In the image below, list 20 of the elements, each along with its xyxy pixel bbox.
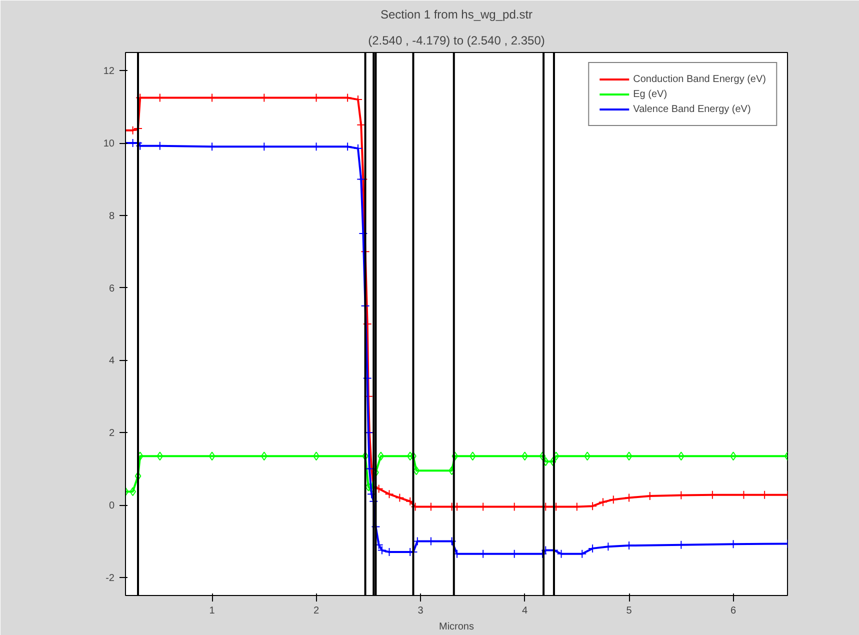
x-axis-title: Microns xyxy=(439,622,474,632)
chart-title: Section 1 from hs_wg_pd.str xyxy=(380,8,533,22)
y-tick-label: 0 xyxy=(108,500,115,512)
chart-subtitle: (2.540 , -4.179) to (2.540 , 2.350) xyxy=(368,34,545,48)
x-tick-label: 5 xyxy=(626,606,632,616)
x-tick-label: 2 xyxy=(314,606,320,616)
x-tick-label: 3 xyxy=(418,606,424,616)
legend-label: Conduction Band Energy (eV) xyxy=(633,74,766,84)
y-tick-label: -2 xyxy=(106,572,115,584)
y-tick-label: 4 xyxy=(108,356,115,367)
x-tick-label: 1 xyxy=(209,606,216,616)
y-tick-label: 12 xyxy=(103,66,115,78)
y-tick-label: 6 xyxy=(108,283,115,294)
x-tick-label: 6 xyxy=(730,606,737,616)
legend-label: Valence Band Energy (eV) xyxy=(633,104,751,114)
y-tick-label: 10 xyxy=(103,138,115,150)
legend-label: Eg (eV) xyxy=(633,88,668,100)
y-tick-label: 2 xyxy=(108,428,115,440)
x-tick-label: 4 xyxy=(522,606,528,616)
y-tick-label: 8 xyxy=(108,210,115,222)
